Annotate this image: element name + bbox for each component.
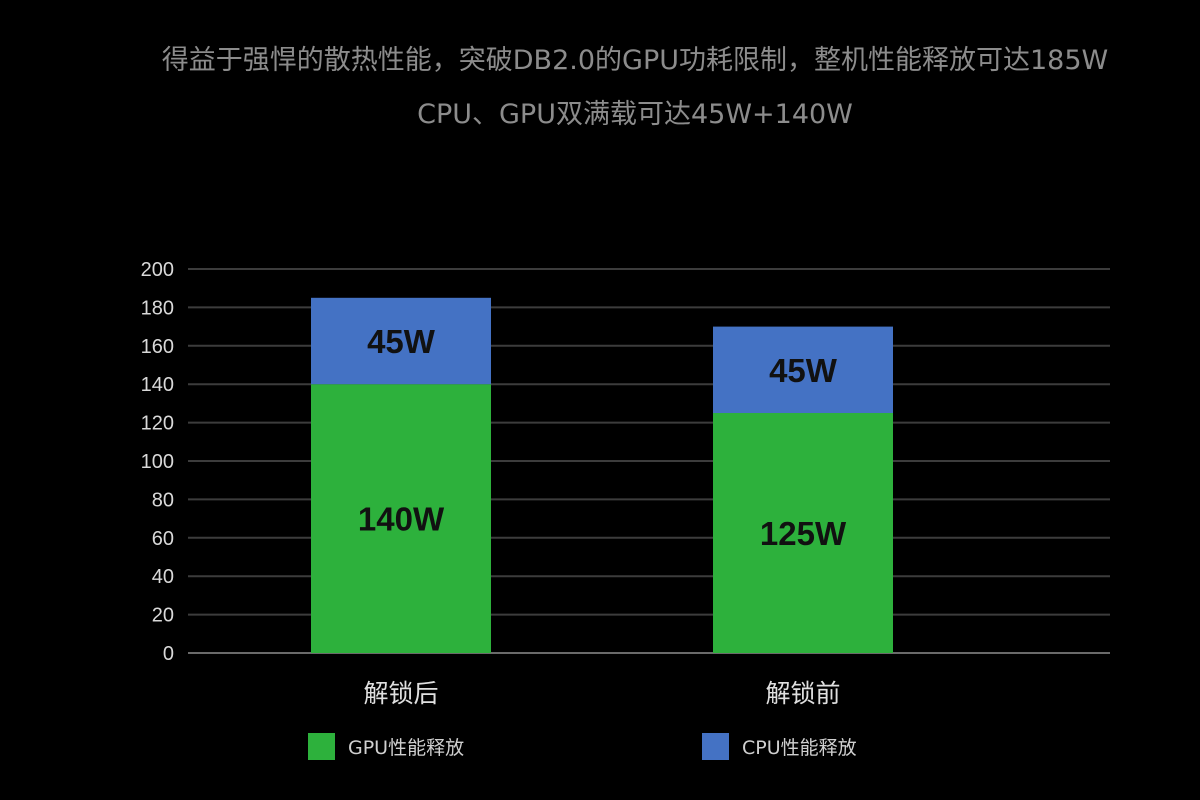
- y-tick-label: 160: [141, 336, 174, 358]
- legend-label: GPU性能释放: [348, 737, 464, 759]
- x-tick-label: 解锁前: [765, 679, 840, 708]
- y-tick-label: 40: [152, 566, 174, 588]
- y-tick-label: 180: [141, 297, 174, 319]
- legend-swatch: [702, 733, 729, 760]
- y-tick-label: 20: [152, 605, 174, 627]
- bar-segment: [713, 326, 893, 413]
- y-tick-label: 120: [141, 413, 174, 435]
- y-tick-label: 0: [163, 643, 174, 665]
- data-label: 125W: [760, 515, 847, 552]
- legend-label: CPU性能释放: [742, 737, 857, 759]
- y-tick-label: 60: [152, 528, 174, 550]
- y-tick-label: 140: [141, 374, 174, 396]
- y-tick-label: 100: [141, 451, 174, 473]
- y-tick-label: 200: [141, 259, 174, 281]
- chart-title: 得益于强悍的散热性能，突破DB2.0的GPU功耗限制，整机性能释放可达185W: [161, 45, 1109, 76]
- bar-segment: [311, 384, 491, 653]
- data-label: 45W: [367, 323, 436, 360]
- bar-segment: [713, 413, 893, 653]
- bar-segment: [311, 297, 491, 385]
- y-tick-label: 80: [152, 489, 174, 511]
- chart-subtitle: CPU、GPU双满载可达45W+140W: [417, 99, 853, 130]
- data-label: 45W: [769, 352, 838, 389]
- legend-swatch: [308, 733, 335, 760]
- data-label: 140W: [358, 501, 445, 538]
- x-tick-label: 解锁后: [363, 679, 438, 708]
